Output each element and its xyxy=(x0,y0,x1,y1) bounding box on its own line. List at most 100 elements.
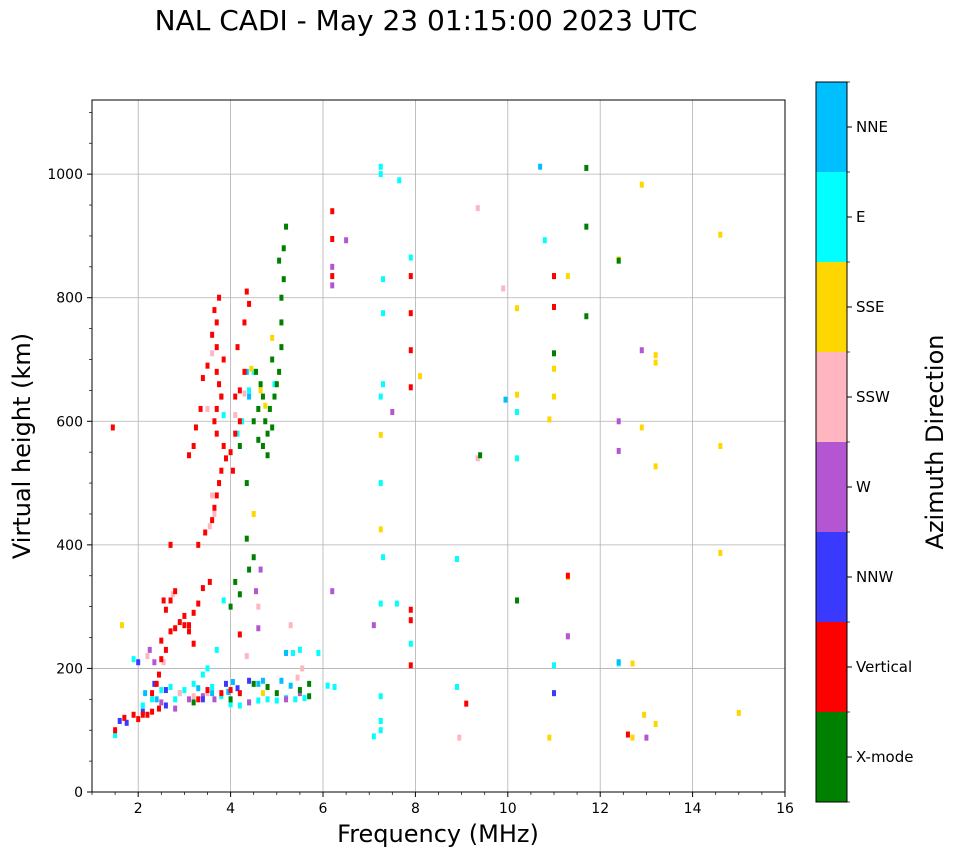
data-point-e xyxy=(371,733,376,740)
data-point-x-mode xyxy=(263,418,268,425)
data-point-vertical xyxy=(198,405,203,412)
data-point-ssw xyxy=(300,665,305,672)
data-point-nnw xyxy=(124,719,129,726)
data-point-vertical xyxy=(187,622,192,629)
data-point-vertical xyxy=(145,711,150,718)
data-point-vertical xyxy=(163,606,168,613)
data-point-e xyxy=(378,727,383,734)
data-point-e xyxy=(297,646,302,653)
data-point-vertical xyxy=(230,467,235,474)
data-point-e xyxy=(221,597,226,604)
data-point-x-mode xyxy=(279,294,284,301)
data-point-e xyxy=(168,683,173,690)
data-point-vertical xyxy=(110,424,115,431)
data-point-vertical xyxy=(219,393,224,400)
data-point-e xyxy=(408,254,413,261)
data-point-w xyxy=(565,633,570,640)
colorbar-tick-label: W xyxy=(856,478,871,496)
colorbar-tick-label: Vertical xyxy=(856,658,912,676)
data-point-sse xyxy=(263,402,268,409)
x-tick-label: 12 xyxy=(591,801,609,817)
data-point-vertical xyxy=(154,680,159,687)
data-point-nne xyxy=(616,659,621,666)
data-point-x-mode xyxy=(277,257,282,264)
data-point-vertical xyxy=(131,711,136,718)
data-point-vertical xyxy=(212,504,217,511)
data-point-x-mode xyxy=(228,603,233,610)
data-point-ssw xyxy=(475,205,480,212)
data-point-vertical xyxy=(136,716,141,723)
data-point-e xyxy=(228,701,233,708)
data-point-vertical xyxy=(168,628,173,635)
data-point-ssw xyxy=(177,690,182,697)
colorbar-swatch xyxy=(816,712,847,802)
data-point-nne xyxy=(210,690,215,697)
data-point-sse xyxy=(565,273,570,280)
data-point-vertical xyxy=(187,628,192,635)
data-point-x-mode xyxy=(552,350,556,357)
data-point-vertical xyxy=(330,273,335,280)
data-point-w xyxy=(371,622,376,629)
data-point-w xyxy=(258,566,263,573)
data-point-nne xyxy=(230,679,235,686)
data-point-x-mode xyxy=(244,480,249,487)
data-point-vertical xyxy=(168,541,173,548)
data-point-e xyxy=(235,430,240,437)
data-point-nnw xyxy=(200,696,205,703)
data-point-w xyxy=(616,447,621,454)
data-point-x-mode xyxy=(265,452,270,459)
data-point-x-mode xyxy=(233,578,238,585)
data-point-vertical xyxy=(207,578,212,585)
data-point-x-mode xyxy=(281,245,286,252)
y-tick-label: 800 xyxy=(56,291,83,307)
data-point-vertical xyxy=(219,467,224,474)
data-point-nnw xyxy=(223,680,228,687)
colorbar-tick-label: SSE xyxy=(856,298,885,316)
colorbar-tick-label: X-mode xyxy=(856,748,913,766)
data-point-x-mode xyxy=(274,690,279,697)
data-point-x-mode xyxy=(244,535,249,542)
data-point-e xyxy=(200,671,205,678)
data-point-ssw xyxy=(244,653,249,660)
data-point-ssw xyxy=(205,405,210,412)
colorbar-label: Azimuth Direction xyxy=(921,335,949,550)
data-point-x-mode xyxy=(270,424,275,431)
data-point-ssw xyxy=(212,510,217,517)
colorbar-swatch xyxy=(816,622,847,712)
x-axis-label: Frequency (MHz) xyxy=(337,820,539,848)
data-points xyxy=(110,163,741,741)
data-point-e xyxy=(515,409,520,416)
data-point-w xyxy=(187,696,192,703)
data-point-e xyxy=(378,171,383,178)
x-tick-label: 6 xyxy=(319,801,328,817)
data-point-e xyxy=(247,387,252,394)
data-point-ssw xyxy=(207,523,212,530)
data-point-sse xyxy=(120,622,125,629)
data-point-vertical xyxy=(173,588,178,595)
data-point-sse xyxy=(718,549,723,556)
data-point-e xyxy=(381,381,386,388)
data-point-nne xyxy=(538,163,543,170)
data-point-sse xyxy=(418,373,423,380)
data-point-vertical xyxy=(221,356,226,363)
data-point-vertical xyxy=(221,443,226,449)
data-point-ssw xyxy=(288,622,293,629)
data-point-vertical xyxy=(163,646,168,653)
data-point-vertical xyxy=(214,368,219,375)
data-point-ssw xyxy=(295,674,300,681)
data-point-nne xyxy=(154,696,159,703)
data-point-nnw xyxy=(117,717,122,724)
data-point-x-mode xyxy=(258,381,263,388)
data-point-ssw xyxy=(501,285,506,292)
data-point-e xyxy=(378,717,383,724)
colorbar-swatch xyxy=(816,442,847,532)
data-point-w xyxy=(147,646,152,653)
data-point-ssw xyxy=(457,734,462,741)
data-point-vertical xyxy=(330,208,335,215)
data-point-w xyxy=(284,696,289,703)
data-point-vertical xyxy=(205,362,210,369)
data-point-vertical xyxy=(177,619,182,626)
data-point-vertical xyxy=(552,303,556,310)
data-point-vertical xyxy=(156,705,161,712)
plot-frame xyxy=(91,99,786,793)
